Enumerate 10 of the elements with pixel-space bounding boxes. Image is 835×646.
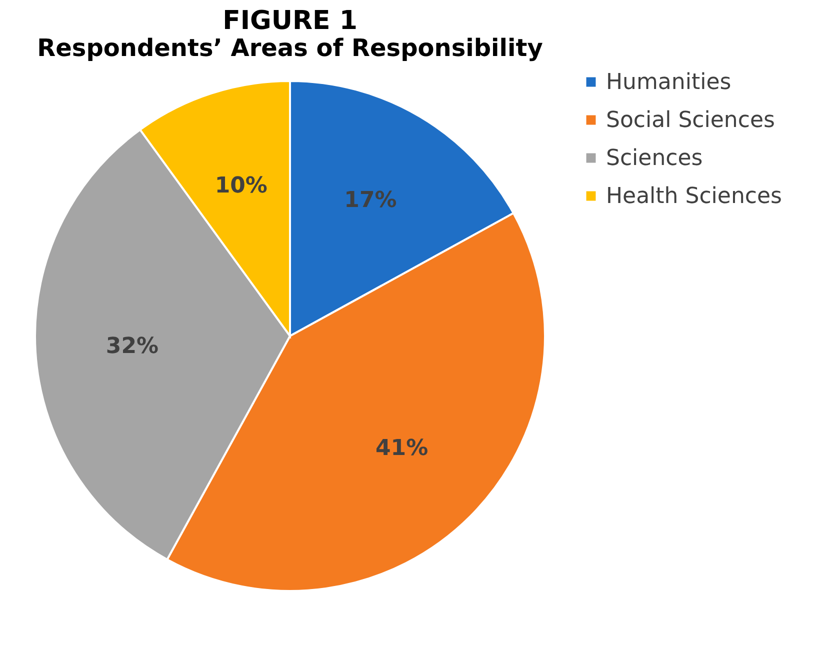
legend-label: Health Sciences bbox=[606, 184, 782, 209]
legend-label: Sciences bbox=[606, 146, 703, 171]
chart-subtitle: Respondents’ Areas of Responsibility bbox=[37, 34, 544, 62]
data-label: 41% bbox=[375, 436, 428, 461]
legend-label: Social Sciences bbox=[606, 108, 775, 133]
legend-label: Humanities bbox=[606, 70, 732, 95]
chart-title: FIGURE 1 bbox=[222, 6, 358, 36]
data-label: 32% bbox=[106, 334, 159, 359]
data-label: 17% bbox=[344, 188, 397, 213]
data-label: 10% bbox=[214, 174, 268, 199]
